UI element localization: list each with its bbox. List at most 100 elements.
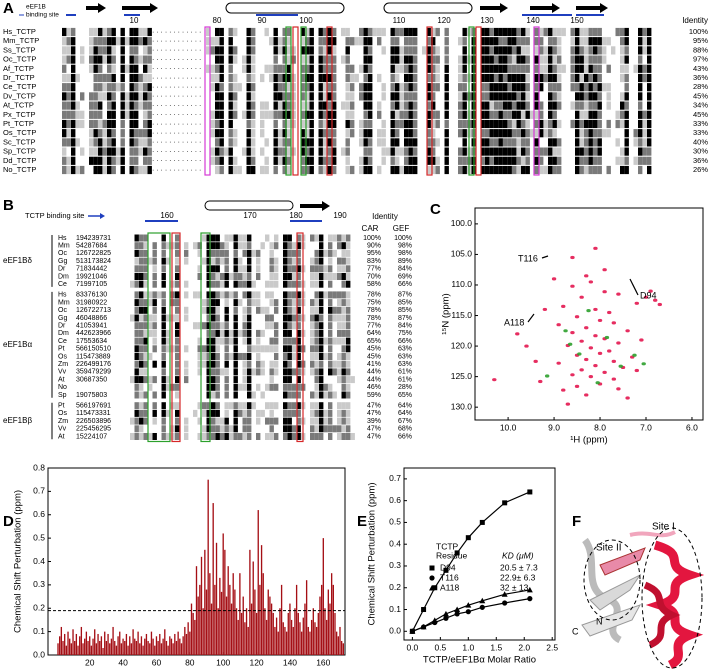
residue-shade	[485, 110, 490, 119]
residue-shade	[219, 55, 224, 64]
residue-shade	[319, 433, 324, 440]
residue-shade	[220, 322, 225, 330]
residue-shade	[296, 409, 301, 417]
residue-shade	[337, 322, 342, 330]
residue-shade	[107, 73, 112, 83]
identity-value: 34%	[693, 101, 708, 110]
gap-dots: · · · · · · · · · · · ·	[152, 66, 201, 73]
residue-shade	[152, 337, 157, 345]
helix-cylinder	[383, 2, 473, 14]
x-tick-label: 0.5	[434, 642, 446, 652]
residue-shade	[292, 425, 297, 433]
residue-shade	[229, 353, 234, 360]
residue-shade	[642, 110, 647, 119]
gef-identity: 66%	[398, 281, 412, 288]
residue-shade	[318, 83, 323, 92]
residue-shade	[111, 37, 116, 46]
residue-shade	[480, 83, 485, 92]
peak	[604, 335, 610, 340]
gap-dots: · · · · · · · · · · · ·	[152, 47, 201, 54]
residue-shade	[215, 402, 220, 410]
residue-shade	[134, 55, 139, 64]
residue-shade	[309, 83, 314, 92]
residue-shade	[309, 55, 314, 64]
residue-shade	[224, 273, 229, 280]
residue-shade	[521, 92, 526, 101]
identity-value: 88%	[693, 45, 708, 54]
residue-shade	[552, 27, 557, 37]
residue-shade	[319, 299, 324, 307]
residue-shade	[310, 337, 315, 345]
peak-annotation: D94	[640, 290, 657, 300]
residue-shade	[287, 55, 292, 64]
residue-shade	[296, 291, 301, 299]
residue-shade	[390, 129, 395, 138]
residue-shade	[66, 73, 71, 83]
residue-shade	[570, 73, 575, 83]
gef-identity: 68%	[398, 426, 412, 433]
residue-shade	[408, 73, 413, 83]
residue-shade	[98, 147, 103, 156]
residue-shade	[638, 83, 643, 92]
residue-shade	[66, 83, 71, 92]
residue-shade	[399, 101, 404, 110]
residue-shade	[512, 101, 517, 110]
helix-cylinder	[204, 200, 294, 211]
residue-shade	[534, 138, 539, 147]
residue-shade	[395, 129, 400, 138]
residue-shade	[274, 360, 279, 368]
residue-shade	[309, 165, 314, 175]
residue-shade	[233, 299, 238, 307]
residue-shade	[71, 27, 76, 37]
residue-shade	[552, 119, 557, 129]
residue-shade	[247, 337, 252, 345]
residue-shade	[579, 129, 584, 138]
residue-shade	[638, 110, 643, 119]
residue-shade	[134, 368, 139, 376]
residue-shade	[345, 147, 350, 156]
residue-shade	[498, 129, 503, 138]
residue-shade	[638, 27, 643, 37]
residue-shade	[129, 110, 134, 119]
residue-shade	[480, 138, 485, 147]
residue-shade	[498, 55, 503, 64]
sequence-name: Os_TCTP	[3, 128, 36, 137]
gef-identity: 64%	[398, 410, 412, 417]
residue-shade	[337, 409, 342, 417]
residue-shade	[215, 360, 220, 368]
residue-shade	[332, 291, 337, 299]
residue-shade	[89, 101, 94, 110]
residue-shade	[287, 101, 292, 110]
residue-shade	[89, 92, 94, 101]
residue-shade	[134, 383, 139, 391]
residue-shade	[175, 234, 180, 242]
residue-shade	[66, 119, 71, 129]
residue-shade	[444, 101, 449, 110]
residue-shade	[404, 138, 409, 147]
residue-shade	[292, 383, 297, 391]
identity-value: 33%	[693, 128, 708, 137]
residue-shade	[287, 73, 292, 83]
residue-shade	[318, 37, 323, 46]
residue-shade	[404, 37, 409, 46]
residue-shade	[314, 322, 319, 330]
residue-shade	[395, 73, 400, 83]
residue-shade	[557, 156, 562, 165]
residue-shade	[206, 345, 211, 353]
residue-shade	[134, 73, 139, 83]
residue-shade	[206, 383, 211, 391]
residue-shade	[638, 73, 643, 83]
residue-shade	[120, 92, 125, 101]
residue-shade	[287, 46, 292, 55]
residue-shade	[80, 165, 85, 175]
csp-bar	[305, 580, 308, 655]
marker	[465, 609, 471, 615]
car-identity: 90%	[367, 243, 381, 250]
residue-shade	[246, 119, 251, 129]
residue-shade	[251, 110, 256, 119]
csp-bar	[115, 645, 118, 655]
residue-shade	[66, 165, 71, 175]
residue-shade	[215, 383, 220, 391]
residue-shade	[107, 101, 112, 110]
residue-shade	[494, 46, 499, 55]
